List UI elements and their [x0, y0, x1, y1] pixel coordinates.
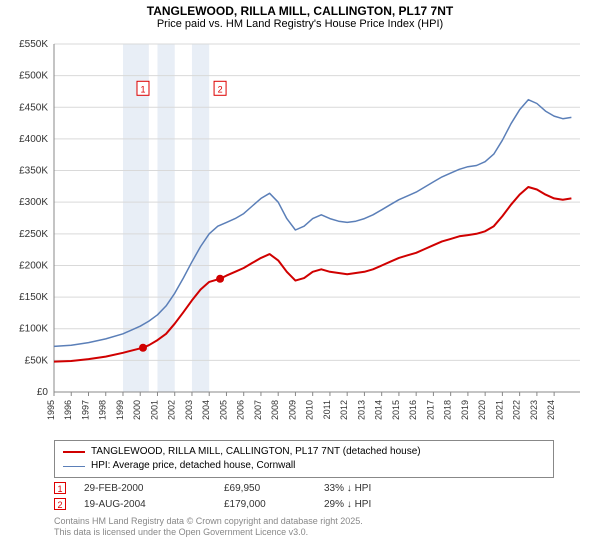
sale-row: 1 29-FEB-2000£69,95033% ↓ HPI — [54, 480, 554, 496]
svg-text:2000: 2000 — [132, 400, 142, 420]
legend: TANGLEWOOD, RILLA MILL, CALLINGTON, PL17… — [54, 440, 554, 478]
title-block: TANGLEWOOD, RILLA MILL, CALLINGTON, PL17… — [0, 0, 600, 30]
svg-text:2006: 2006 — [236, 400, 246, 420]
svg-text:£0: £0 — [37, 387, 49, 398]
legend-row: TANGLEWOOD, RILLA MILL, CALLINGTON, PL17… — [63, 445, 545, 459]
sales-table: 1 29-FEB-2000£69,95033% ↓ HPI 2 19-AUG-2004… — [54, 480, 554, 512]
svg-text:£250K: £250K — [19, 229, 48, 240]
svg-text:2010: 2010 — [305, 400, 315, 420]
svg-text:1998: 1998 — [98, 400, 108, 420]
svg-text:2004: 2004 — [201, 400, 211, 420]
svg-text:1: 1 — [140, 84, 145, 94]
svg-text:2015: 2015 — [391, 400, 401, 420]
svg-text:2016: 2016 — [408, 400, 418, 420]
svg-text:2013: 2013 — [356, 400, 366, 420]
legend-label: HPI: Average price, detached house, Corn… — [91, 459, 295, 473]
legend-swatch — [63, 451, 85, 453]
svg-text:£450K: £450K — [19, 102, 48, 113]
svg-text:1997: 1997 — [80, 400, 90, 420]
legend-row: HPI: Average price, detached house, Corn… — [63, 459, 545, 473]
svg-text:2: 2 — [218, 84, 223, 94]
svg-text:2014: 2014 — [374, 400, 384, 420]
svg-text:£150K: £150K — [19, 292, 48, 303]
sale-date: 29-FEB-2000 — [84, 483, 224, 494]
svg-text:2011: 2011 — [322, 400, 332, 419]
svg-text:£500K: £500K — [19, 71, 48, 82]
svg-text:£100K: £100K — [19, 324, 48, 335]
svg-text:2003: 2003 — [184, 400, 194, 420]
title-line-1: TANGLEWOOD, RILLA MILL, CALLINGTON, PL17… — [0, 4, 600, 18]
footnote: Contains HM Land Registry data © Crown c… — [54, 516, 574, 538]
svg-text:2002: 2002 — [167, 400, 177, 420]
sale-delta-vs-hpi: 33% ↓ HPI — [324, 483, 444, 494]
svg-text:2009: 2009 — [287, 400, 297, 420]
svg-text:2017: 2017 — [425, 400, 435, 420]
svg-text:2005: 2005 — [218, 400, 228, 420]
svg-text:£350K: £350K — [19, 166, 48, 177]
svg-text:2012: 2012 — [339, 400, 349, 420]
footnote-line-2: This data is licensed under the Open Gov… — [54, 527, 574, 538]
svg-text:2001: 2001 — [149, 400, 159, 420]
sale-date: 19-AUG-2004 — [84, 499, 224, 510]
svg-text:£400K: £400K — [19, 134, 48, 145]
title-line-2: Price paid vs. HM Land Registry's House … — [0, 18, 600, 30]
line-chart-svg: £0 £50K £100K £150K £200K £250K £300K £350K £400… — [0, 36, 600, 436]
legend-swatch — [63, 466, 85, 467]
svg-text:2024: 2024 — [546, 400, 556, 420]
svg-text:1995: 1995 — [46, 400, 56, 420]
sale-marker-badge: 1 — [54, 482, 66, 494]
chart-container: TANGLEWOOD, RILLA MILL, CALLINGTON, PL17… — [0, 0, 600, 560]
chart-area: £0 £50K £100K £150K £200K £250K £300K £350K £400… — [0, 36, 600, 436]
sale-delta-vs-hpi: 29% ↓ HPI — [324, 499, 444, 510]
svg-text:2007: 2007 — [253, 400, 263, 420]
sale-price: £179,000 — [224, 499, 324, 510]
svg-text:1999: 1999 — [115, 400, 125, 420]
svg-text:£200K: £200K — [19, 260, 48, 271]
svg-text:2018: 2018 — [443, 400, 453, 420]
svg-text:£50K: £50K — [25, 355, 49, 366]
sale-marker-badge: 2 — [54, 498, 66, 510]
svg-text:2008: 2008 — [270, 400, 280, 420]
legend-label: TANGLEWOOD, RILLA MILL, CALLINGTON, PL17… — [91, 445, 421, 459]
svg-text:2020: 2020 — [477, 400, 487, 420]
svg-text:2021: 2021 — [494, 400, 504, 420]
svg-text:2019: 2019 — [460, 400, 470, 420]
sale-row: 2 19-AUG-2004£179,00029% ↓ HPI — [54, 496, 554, 512]
svg-text:£550K: £550K — [19, 39, 48, 50]
svg-text:1996: 1996 — [63, 400, 73, 420]
svg-text:2022: 2022 — [512, 400, 522, 420]
svg-text:2023: 2023 — [529, 400, 539, 420]
svg-text:£300K: £300K — [19, 197, 48, 208]
footnote-line-1: Contains HM Land Registry data © Crown c… — [54, 516, 574, 527]
sale-price: £69,950 — [224, 483, 324, 494]
